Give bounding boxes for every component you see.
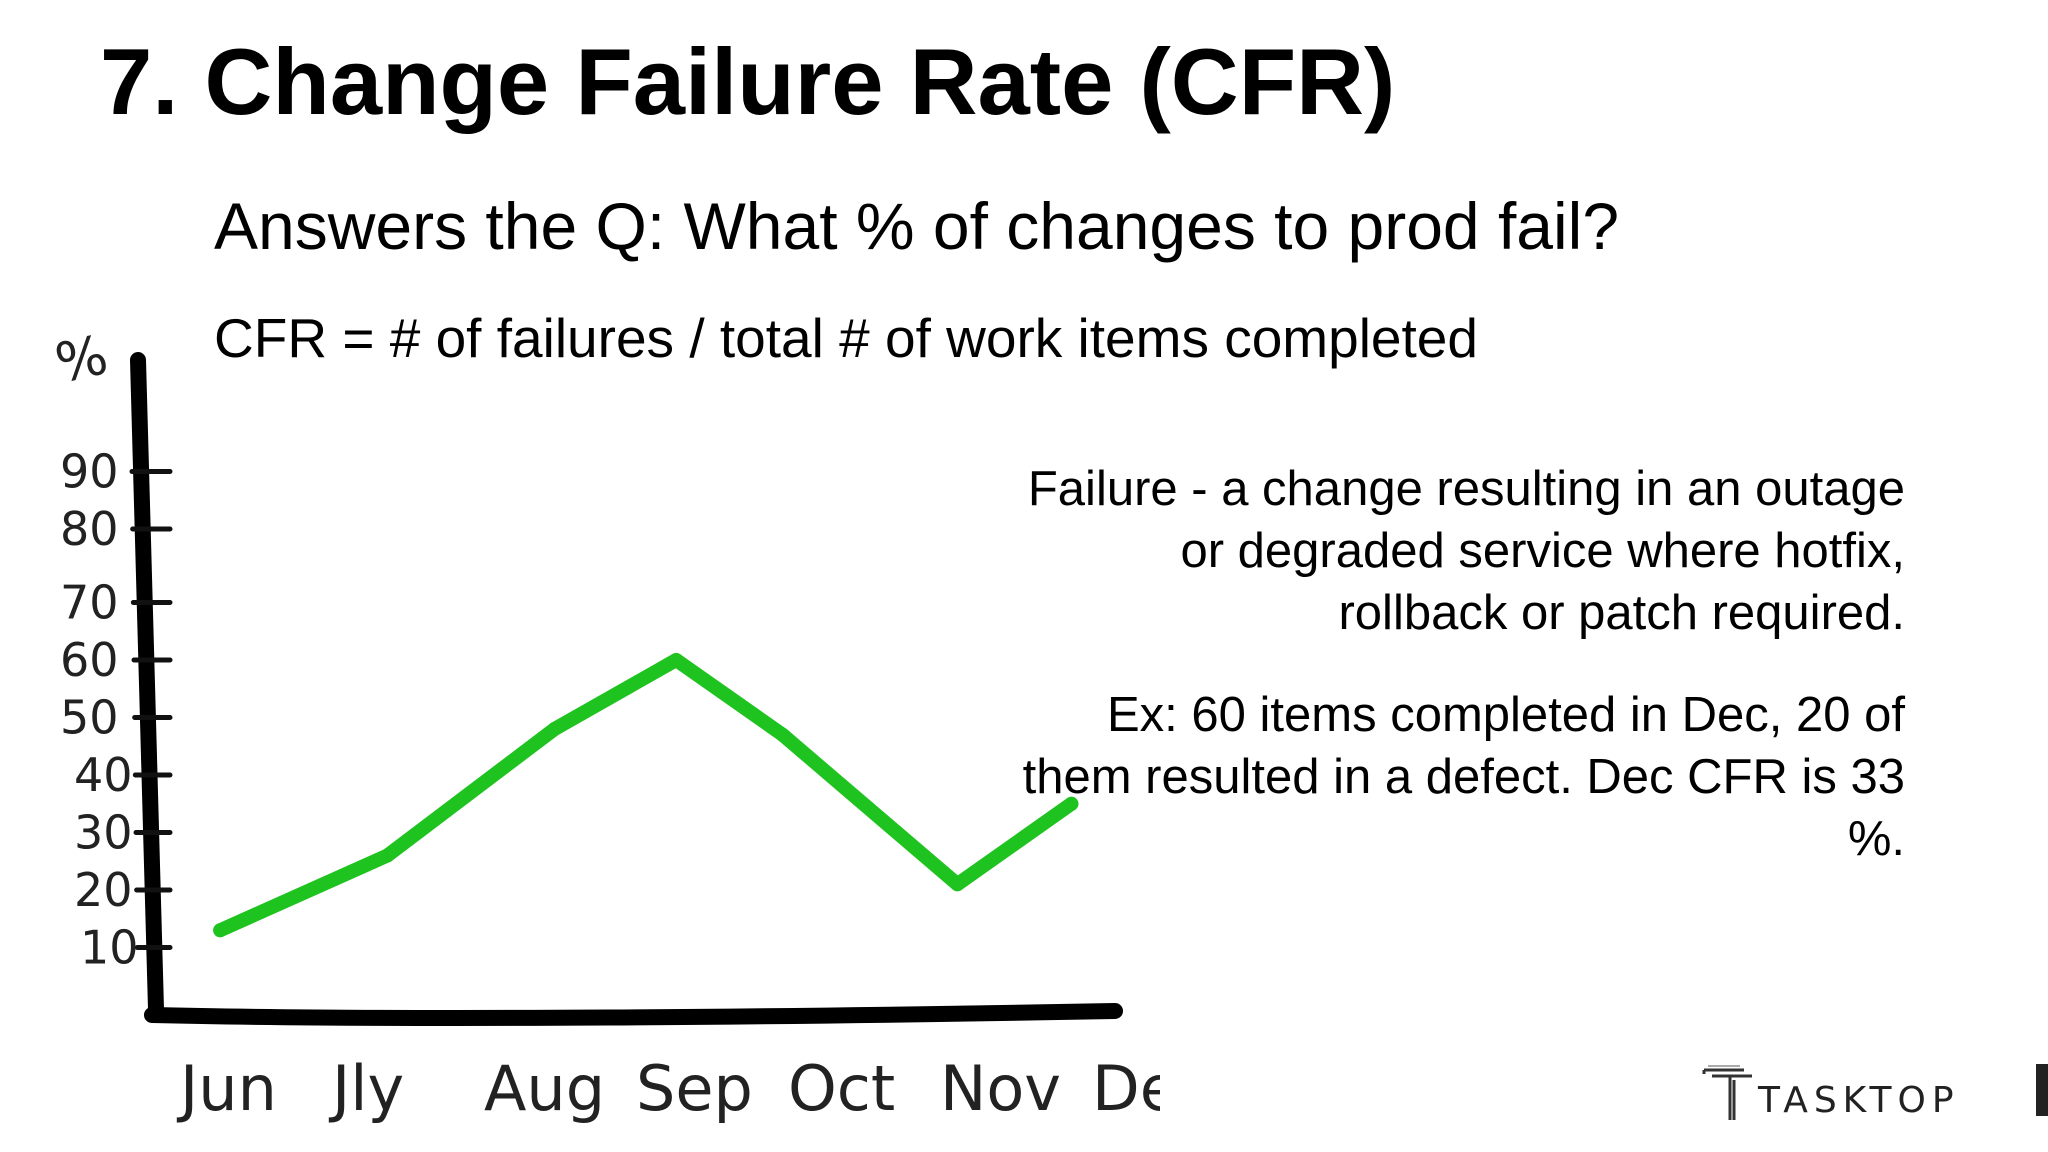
x-tick-label-aug: Aug <box>484 1052 605 1125</box>
y-tick-label-90: 90 <box>60 445 119 499</box>
definition-block: Failure - a change resulting in an outag… <box>1005 458 1905 910</box>
y-tick-label-30: 30 <box>74 806 133 860</box>
subtitle: Answers the Q: What % of changes to prod… <box>214 189 1620 263</box>
x-tick-label-jly: Jly <box>328 1052 404 1125</box>
x-tick-label-jun: Jun <box>176 1052 277 1125</box>
x-tick-label-sep: Sep <box>636 1052 753 1125</box>
cfr-point-0 <box>213 923 228 938</box>
y-tick-label-80: 80 <box>60 502 119 556</box>
cfr-series <box>213 653 1079 938</box>
logo-wordmark: TASKTOP <box>1758 1080 1960 1121</box>
y-tick-label-50: 50 <box>60 691 119 745</box>
y-tick-label-20: 20 <box>74 863 133 917</box>
cfr-line <box>213 653 1079 938</box>
cfr-point-3 <box>669 653 684 667</box>
tasktop-logo-icon <box>1702 1065 1752 1120</box>
x-tick-label-nov: Nov <box>940 1052 1061 1125</box>
example-text: Ex: 60 items completed in Dec, 20 of the… <box>1022 688 1905 866</box>
chart-axes <box>130 352 1123 1026</box>
tasktop-logo: TASKTOP <box>1700 1060 2040 1121</box>
x-tick-label-oct: Oct <box>788 1052 895 1125</box>
y-tick-label-10: 10 <box>80 921 139 975</box>
x-axis-line <box>144 1003 1123 1026</box>
x-tick-label-dec: Dec <box>1092 1052 1160 1125</box>
y-axis-label: % <box>50 323 113 395</box>
y-tick-label-40: 40 <box>74 748 133 802</box>
failure-definition: Failure - a change resulting in an outag… <box>1027 462 1905 640</box>
slide-title: 7. Change Failure Rate (CFR) <box>100 29 1396 134</box>
edge-marker <box>2036 1064 2048 1116</box>
cfr-point-5 <box>950 877 965 892</box>
y-axis-line <box>130 352 164 1017</box>
cfr-point-1 <box>380 848 395 863</box>
cfr-point-4 <box>775 727 790 742</box>
cfr-point-2 <box>547 722 562 736</box>
cfr-point-6 <box>1064 796 1079 811</box>
cfr-formula: CFR = # of failures / total # of work it… <box>214 307 1478 369</box>
y-tick-label-60: 60 <box>60 633 119 687</box>
y-tick-label-70: 70 <box>60 576 119 630</box>
x-axis-ticks: Jun Jly Aug Sep Oct Nov Dec <box>176 1052 1160 1125</box>
